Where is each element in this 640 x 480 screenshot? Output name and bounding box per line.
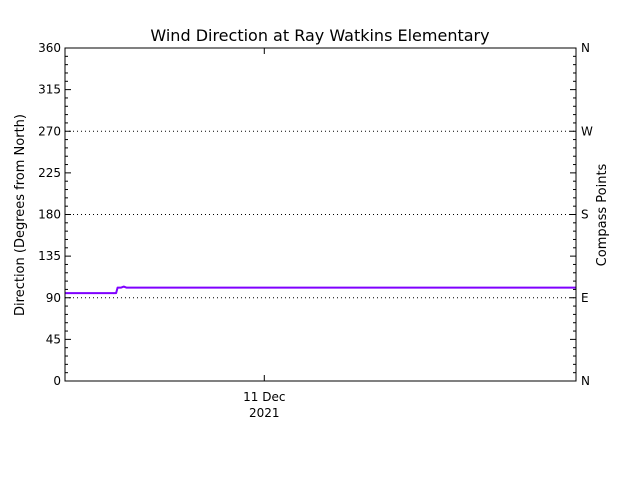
compass-label-S: S (581, 208, 589, 222)
chart-title: Wind Direction at Ray Watkins Elementary (150, 26, 489, 45)
series-line-0 (65, 285, 576, 295)
y-axis-label: Direction (Degrees from North) (13, 114, 28, 316)
x-tick-label-year: 2021 (249, 406, 280, 420)
compass-label-N: N (581, 374, 590, 388)
y-tick-label-45: 45 (46, 332, 61, 346)
y-tick-label-90: 90 (46, 291, 61, 305)
x-tick-label-date: 11 Dec (243, 390, 285, 404)
compass-label-W: W (581, 124, 593, 138)
y-tick-label-0: 0 (53, 374, 61, 388)
y-tick-label-135: 135 (38, 249, 61, 263)
series-layer (65, 285, 576, 295)
left-axis: 0 45 90 135 180 225 270 315 360 (38, 41, 71, 388)
compass-label-E: E (581, 291, 589, 305)
y-tick-label-180: 180 (38, 208, 61, 222)
y-tick-label-360: 360 (38, 41, 61, 55)
y-tick-label-225: 225 (38, 166, 61, 180)
y-tick-label-315: 315 (38, 83, 61, 97)
right-axis: N E S W N (570, 41, 593, 388)
x-axis: 11 Dec 2021 (243, 48, 285, 420)
y-tick-label-270: 270 (38, 124, 61, 138)
grid-lines (65, 130, 576, 299)
compass-label-N: N (581, 41, 590, 55)
right-axis-label: Compass Points (595, 163, 610, 266)
